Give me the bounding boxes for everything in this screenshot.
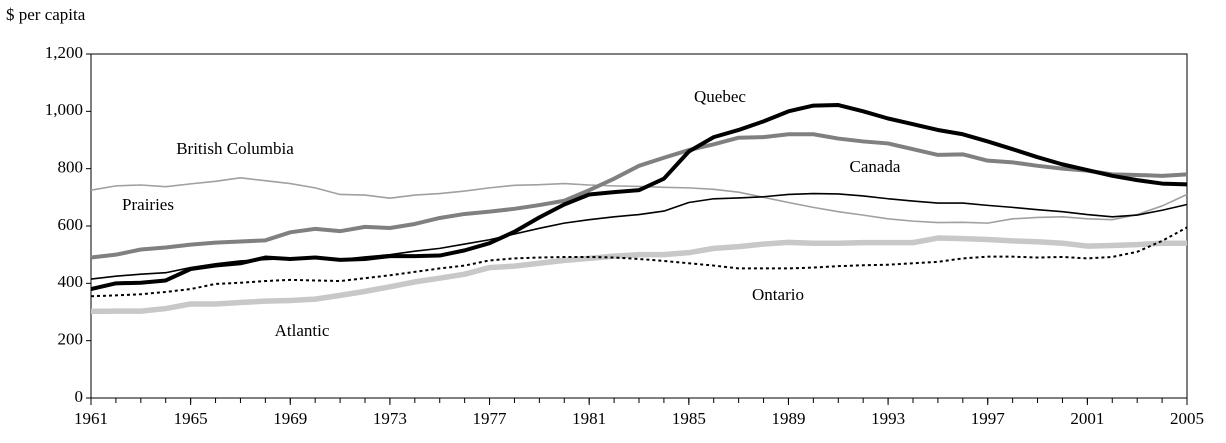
y-tick-label: 200: [58, 330, 84, 349]
x-tick-label: 2005: [1170, 409, 1204, 428]
y-tick-label: 400: [58, 272, 84, 291]
series-line: [90, 235, 1187, 315]
x-tick-label: 1993: [871, 409, 905, 428]
x-tick-label: 1997: [971, 409, 1006, 428]
x-tick-label: 1977: [473, 409, 508, 428]
y-axis-label: $ per capita: [6, 5, 86, 24]
y-tick-label: 0: [75, 387, 84, 406]
y-tick-label: 1,000: [45, 100, 83, 119]
x-tick-label: 1989: [771, 409, 805, 428]
series-label: Quebec: [694, 87, 746, 106]
y-tick-label: 1,200: [45, 43, 83, 62]
x-tick-label: 1961: [74, 409, 108, 428]
x-tick-label: 2001: [1070, 409, 1104, 428]
x-tick-label: 1973: [373, 409, 407, 428]
series-label: Atlantic: [275, 321, 330, 340]
series-label: Prairies: [122, 195, 174, 214]
x-tick-label: 1981: [572, 409, 606, 428]
series-line: [90, 132, 1188, 260]
series-line: [90, 192, 1188, 280]
series-line: [90, 103, 1188, 292]
series-label: Canada: [850, 157, 901, 176]
plot-frame: [90, 53, 1188, 399]
y-tick-label: 800: [58, 158, 84, 177]
series-label: British Columbia: [176, 139, 294, 158]
series-label: Ontario: [752, 285, 804, 304]
y-tick-label: 600: [58, 215, 84, 234]
series-line: [90, 177, 1188, 224]
x-tick-label: 1965: [174, 409, 208, 428]
x-tick-label: 1969: [273, 409, 307, 428]
x-tick-label: 1985: [672, 409, 706, 428]
